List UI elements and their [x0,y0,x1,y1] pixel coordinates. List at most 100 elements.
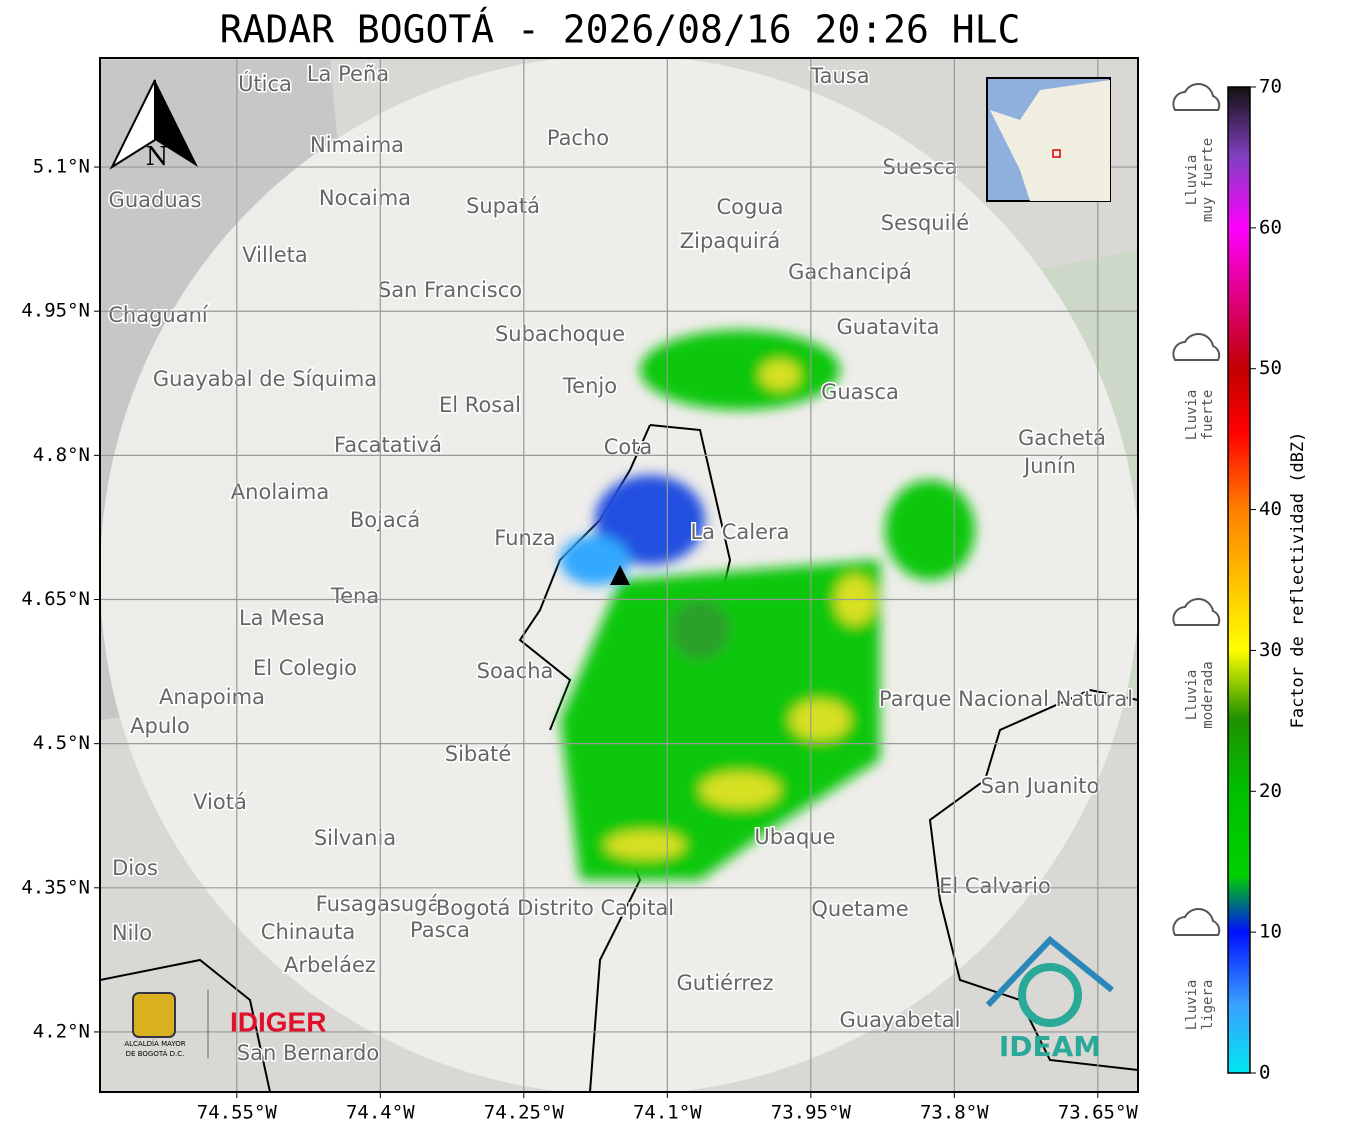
place-label: Funza [494,526,555,550]
rain-level-label: fuerte [1200,390,1216,441]
place-label: Tena [330,584,379,608]
alcaldia-text: ALCALDÍA MAYOR [124,1039,185,1048]
y-tick-label: 4.8°N [33,444,90,466]
rain-level-label: muy fuerte [1200,138,1216,222]
x-tick-label: 74.4°W [346,1102,415,1124]
place-label: Guasca [821,380,899,404]
place-label: Chinauta [261,920,355,944]
place-label: Dios [112,856,158,880]
place-label: Tausa [809,64,869,88]
place-label: Gachetá [1018,426,1106,450]
alcaldia-text: DE BOGOTÁ D.C. [126,1049,185,1058]
weather-icon [1172,907,1221,936]
place-label: Anapoima [159,685,265,709]
x-tick-label: 74.1°W [633,1102,702,1124]
place-label: Gachancipá [788,260,912,284]
place-label: Facatativá [334,433,442,457]
y-tick-label: 4.65°N [21,588,90,610]
place-label: Arbeláez [284,953,376,977]
idiger-logo: IDIGER [230,1006,326,1037]
place-label: Junín [1022,454,1076,478]
x-tick-label: 73.65°W [1058,1102,1139,1124]
place-label: San Bernardo [237,1041,379,1065]
colorbar-tick-label: 40 [1259,498,1282,520]
place-label: Soacha [477,659,554,683]
colorbar [1227,86,1251,1074]
place-label: Bogotá Distrito Capital [436,896,674,920]
place-label: Nocaima [319,186,411,210]
place-label: Nilo [112,921,152,945]
place-label: Viotá [193,790,247,814]
place-label: Supatá [466,194,540,218]
place-label: Guaduas [109,188,202,212]
place-label: Pasca [410,918,470,942]
place-label: Fusagasugá [316,892,441,916]
place-label: Guatavita [837,315,940,339]
title: RADAR BOGOTÁ - 2026/08/16 20:26 HLC [220,8,1021,52]
colorbar-tick-label: 0 [1259,1062,1270,1084]
compass-label: N [146,142,169,172]
colorbar-tick-label: 30 [1259,639,1282,661]
weather-icon [1172,332,1221,361]
weather-icon [1172,82,1221,111]
x-tick-label: 74.25°W [484,1102,565,1124]
logos: ALCALDÍA MAYOR DE BOGOTÁ D.C. IDIGER IDE… [124,935,1114,1063]
place-label: La Mesa [239,606,325,630]
colorbar-label: Factor de reflectividad (dBZ) [1288,432,1308,729]
place-label: Útica [238,71,292,96]
place-label: Parque Nacional Natural Chingaza [879,687,1237,711]
place-label: El Rosal [439,393,521,417]
place-label: San Francisco [378,278,522,302]
place-label: Villeta [242,243,307,267]
place-label: Sesquilé [881,211,969,235]
y-tick-label: 5.1°N [33,156,90,178]
weather-icon [1172,597,1221,626]
compass: N [109,79,198,172]
y-tick-label: 4.2°N [33,1020,90,1042]
place-label: Zipaquirá [680,229,780,253]
place-label: Guayabetal [840,1008,961,1032]
colorbar-tick-label: 20 [1259,780,1282,802]
place-label: La Peña [307,62,389,86]
place-label: Tenjo [562,374,617,398]
place-label: San Juanito [981,774,1100,798]
place-label: Chaguaní [108,303,209,327]
rain-level-label: Lluvia [1184,670,1200,721]
colorbar-tick-label: 50 [1259,357,1282,379]
place-label: Anolaima [231,480,329,504]
place-label: Nimaima [310,133,404,157]
place-label: Sibaté [445,742,512,766]
rain-level-label: ligera [1200,980,1216,1031]
x-tick-label: 73.8°W [920,1102,989,1124]
rain-level-label: Lluvia [1184,980,1200,1031]
place-label: Subachoque [495,322,625,346]
rain-level-label: moderada [1200,661,1216,728]
y-tick-label: 4.95°N [21,300,90,322]
place-label: El Calvario [939,874,1051,898]
x-tick-label: 74.55°W [197,1102,278,1124]
place-label: Gutiérrez [677,971,774,995]
colorbar-tick-label: 10 [1259,921,1282,943]
radar-site [610,565,630,585]
plot-frame [99,57,1139,1093]
place-label: Quetame [811,897,908,921]
place-label: La Calera [690,520,789,544]
place-label: El Colegio [253,656,357,680]
place-label: Bojacá [350,508,420,532]
place-label: Apulo [130,714,190,738]
rain-level-label: Lluvia [1184,155,1200,206]
colorbar-tick-label: 70 [1259,76,1282,98]
place-label: Cogua [716,195,783,219]
inset-map [986,77,1111,202]
x-tick-label: 73.95°W [771,1102,852,1124]
ideam-logo: IDEAM [999,1030,1101,1063]
place-labels: La Peña Útica Tausa Pacho Nimaima Nocaima Supa… [107,61,1237,1067]
place-label: Guayabal de Síquima [153,367,377,391]
map-area: La Peña Útica Tausa Pacho Nimaima Nocaima Supa… [100,58,1237,1092]
place-label: Ubaque [754,825,835,849]
place-label: Pacho [547,126,609,150]
y-tick-label: 4.5°N [33,732,90,754]
